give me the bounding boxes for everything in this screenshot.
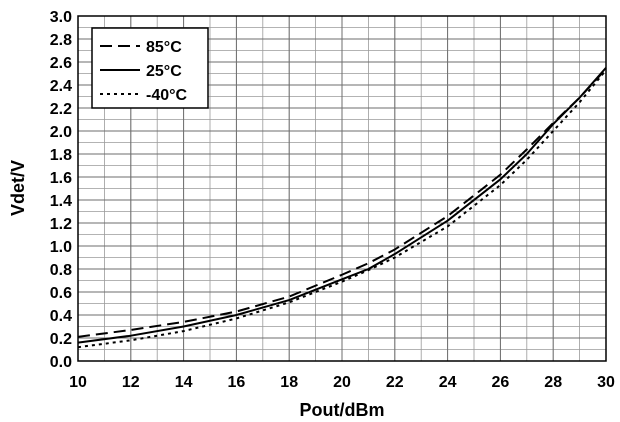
x-tick-label: 22	[386, 374, 404, 391]
x-tick-label: 24	[439, 374, 457, 391]
y-tick-label: 1.0	[50, 239, 72, 256]
y-tick-label: 0.8	[50, 262, 72, 279]
x-tick-label: 16	[228, 374, 246, 391]
legend-items: 85°C 25°C -40°C	[100, 39, 188, 104]
y-tick-label: 2.6	[50, 55, 72, 72]
y-tick-label: 0.0	[50, 354, 72, 371]
x-tick-label: 12	[122, 374, 140, 391]
series-line	[77, 67, 607, 344]
x-tick-label: 20	[333, 374, 351, 391]
x-tick-label: 10	[69, 374, 87, 391]
x-tick-label: 18	[280, 374, 298, 391]
legend-label: -40°C	[146, 87, 188, 104]
series-line	[77, 68, 607, 338]
y-tick-label: 1.8	[50, 147, 72, 164]
y-tick-label: 1.4	[50, 193, 72, 210]
y-tick-label: 2.8	[50, 32, 72, 49]
y-tick-label: 1.6	[50, 170, 72, 187]
x-axis-tick-labels: 10 12 14 16 18 20 22 24 26 28 30	[69, 374, 615, 391]
y-axis-tick-labels: 0.0 0.2 0.4 0.6 0.8 1.0 1.2 1.4 1.6 1.8 2.0 2.2 2.4 2…	[50, 9, 72, 371]
y-tick-label: 1.2	[50, 216, 72, 233]
y-tick-label: 2.4	[50, 78, 72, 95]
x-axis-label: Pout/dBm	[300, 400, 385, 420]
x-tick-label: 28	[544, 374, 562, 391]
y-tick-label: 2.0	[50, 124, 72, 141]
y-tick-label: 0.6	[50, 285, 72, 302]
y-tick-label: 2.2	[50, 101, 72, 118]
plot-frame	[77, 15, 607, 362]
y-tick-label: 0.4	[50, 308, 72, 325]
series-line	[77, 69, 607, 349]
y-tick-label: 0.2	[50, 331, 72, 348]
x-tick-label: 26	[492, 374, 510, 391]
legend-label: 25°C	[146, 63, 182, 80]
x-tick-label: 30	[597, 374, 615, 391]
legend-label: 85°C	[146, 39, 182, 56]
y-axis-label: Vdet/V	[8, 160, 28, 216]
legend: 85°C 25°C -40°C	[91, 27, 209, 109]
y-tick-label: 3.0	[50, 9, 72, 26]
x-tick-label: 14	[175, 374, 193, 391]
legend-box	[91, 27, 209, 109]
series-layer	[77, 67, 607, 349]
